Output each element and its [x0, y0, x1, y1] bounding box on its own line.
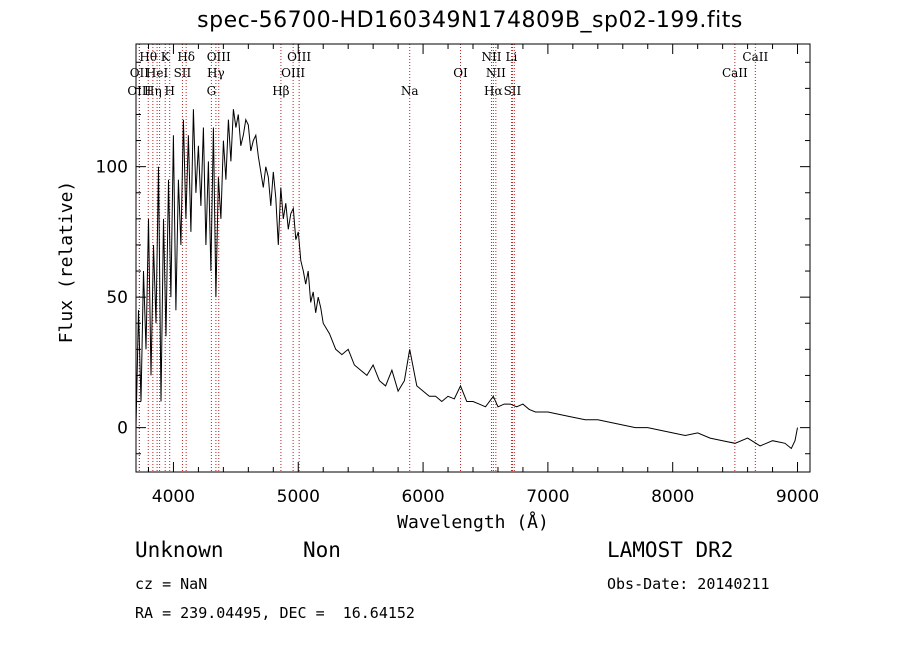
line-label: OIII: [127, 84, 151, 98]
line-label: SII: [174, 66, 192, 80]
y-tick-label: 50: [106, 288, 128, 308]
spectral-line-labels: OIIOIIIHθHηHeIKHSIIHδGHγOIIIHβOIIIOIIINa…: [127, 50, 768, 98]
line-label: Hδ: [177, 50, 195, 64]
object-class: Unknown: [135, 538, 224, 562]
x-tick-label: 6000: [401, 487, 444, 507]
line-label: NII: [481, 50, 501, 64]
line-label: CaII: [742, 50, 768, 64]
x-tick-label: 8000: [651, 487, 694, 507]
observation-date: Obs-Date: 20140211: [607, 575, 770, 593]
line-label: OII: [130, 66, 150, 80]
spectrum-line: [135, 109, 798, 450]
object-subclass: Non: [303, 538, 341, 562]
coordinates: RA = 239.04495, DEC = 16.64152: [135, 604, 415, 622]
line-label: HeI: [146, 66, 169, 80]
line-label: Na: [401, 84, 419, 98]
plot-frame: [135, 43, 811, 473]
x-tick-label: 5000: [277, 487, 320, 507]
line-label: Hβ: [272, 84, 289, 98]
line-label: H: [164, 84, 174, 98]
x-axis-label: Wavelength (Å): [397, 511, 549, 533]
y-tick-label: 100: [96, 158, 128, 178]
line-label: SII: [504, 84, 522, 98]
line-label: NII: [486, 66, 506, 80]
x-tick-label: 4000: [152, 487, 195, 507]
y-tick-label: 0: [117, 419, 128, 439]
line-label: G: [207, 84, 217, 98]
line-label: K: [161, 50, 171, 64]
line-label: Hθ: [139, 50, 157, 64]
axis-ticks: 4000 5000 6000 7000 8000 9000 0 50 100: [96, 44, 819, 507]
line-label: OIII: [207, 50, 231, 64]
line-label: CaII: [722, 66, 748, 80]
survey-name: LAMOST DR2: [607, 538, 734, 562]
line-label: OIII: [281, 66, 305, 80]
y-axis-label: Flux (relative): [56, 181, 77, 344]
x-tick-label: 7000: [526, 487, 569, 507]
line-label: Hγ: [207, 66, 225, 80]
line-label: Li: [506, 50, 518, 64]
x-tick-label: 9000: [776, 487, 819, 507]
spectral-line-markers: [138, 44, 756, 472]
line-label: Hα: [484, 84, 503, 98]
chart-title: spec-56700-HD160349N174809B_sp02-199.fit…: [197, 8, 743, 33]
line-label: OI: [453, 66, 468, 80]
line-label: Hη: [144, 84, 162, 98]
redshift-cz: cz = NaN: [135, 575, 208, 593]
line-label: OIII: [287, 50, 311, 64]
